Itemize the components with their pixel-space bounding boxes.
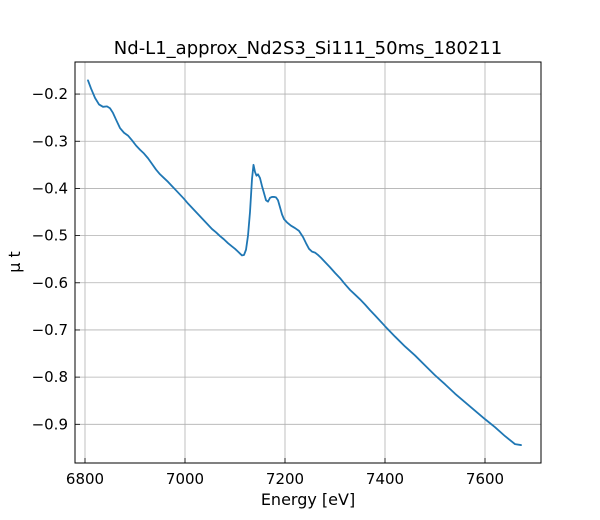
y-axis-label: μ t bbox=[5, 251, 24, 273]
y-tick-label: −0.2 bbox=[32, 85, 68, 103]
y-tick-label: −0.9 bbox=[32, 415, 68, 433]
plot-frame bbox=[74, 61, 542, 464]
data-series bbox=[87, 79, 522, 446]
x-axis-label: Energy [eV] bbox=[261, 490, 355, 509]
axis-ticks: 6800 7000 7200 7400 7600 −0.2 −0.3 −0.4 −0.5 −0.6… bbox=[32, 85, 505, 488]
series-line bbox=[87, 79, 522, 446]
y-tick-label: −0.7 bbox=[32, 321, 68, 339]
y-tick-label: −0.8 bbox=[32, 368, 68, 386]
y-tick-label: −0.6 bbox=[32, 274, 68, 292]
y-tick-label: −0.3 bbox=[32, 132, 68, 150]
x-tick-label: 7400 bbox=[366, 470, 404, 488]
x-tick-label: 6800 bbox=[66, 470, 104, 488]
x-tick-label: 7000 bbox=[166, 470, 204, 488]
chart-title: Nd-L1_approx_Nd2S3_Si111_50ms_180211 bbox=[114, 38, 502, 59]
y-tick-label: −0.5 bbox=[32, 227, 68, 245]
y-tick-label: −0.4 bbox=[32, 179, 68, 197]
x-tick-label: 7200 bbox=[266, 470, 304, 488]
x-tick-label: 7600 bbox=[466, 470, 504, 488]
grid bbox=[75, 62, 541, 463]
